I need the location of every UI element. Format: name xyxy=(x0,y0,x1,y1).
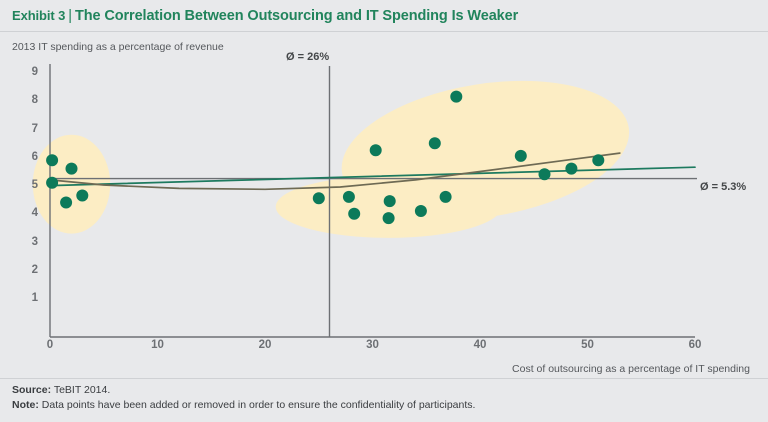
data-point[interactable] xyxy=(565,162,578,175)
y-tick-label: 7 xyxy=(31,122,38,135)
y-tick-label: 6 xyxy=(31,150,38,163)
data-point[interactable] xyxy=(414,205,427,217)
y-tick-label: 8 xyxy=(31,94,38,107)
data-point[interactable] xyxy=(46,176,59,189)
x-axis-label: Cost of outsourcing as a percentage of I… xyxy=(512,363,750,375)
y-axis-label: 2013 IT spending as a percentage of reve… xyxy=(12,41,224,53)
footer-divider xyxy=(0,378,768,379)
data-point[interactable] xyxy=(342,190,355,203)
source-line: Source: TeBIT 2014. xyxy=(12,383,475,398)
note-line: Note: Data points have been added or rem… xyxy=(12,398,475,413)
data-point[interactable] xyxy=(439,190,452,203)
y-tick-label: 9 xyxy=(31,66,38,78)
data-point[interactable] xyxy=(592,154,605,167)
title-separator: | xyxy=(68,7,72,24)
trendline-linear-trend xyxy=(49,166,696,187)
exhibit-label: Exhibit 3 xyxy=(12,7,66,23)
x-tick-label: 10 xyxy=(151,339,164,351)
x-tick-label: 40 xyxy=(473,339,487,351)
data-point[interactable] xyxy=(60,196,73,209)
x-tick-label: 0 xyxy=(46,339,54,351)
y-tick-label: 3 xyxy=(31,235,38,248)
x-tick-label: 30 xyxy=(366,339,379,351)
note-label: Note: xyxy=(12,398,39,411)
source-value: TeBIT 2014. xyxy=(53,384,111,396)
data-point[interactable] xyxy=(312,192,325,205)
x-tick-label: 20 xyxy=(258,339,272,351)
x-tick-label: 50 xyxy=(581,339,594,351)
data-point[interactable] xyxy=(450,90,463,103)
data-point[interactable] xyxy=(383,195,396,208)
y-tick-label: 1 xyxy=(31,292,38,304)
x-tick-label: 60 xyxy=(688,339,702,351)
source-label: Source: xyxy=(12,384,52,396)
header-bar: Exhibit 3 | The Correlation Between Outsou… xyxy=(0,0,768,31)
header-divider xyxy=(0,31,768,32)
page-title: Exhibit 3 | The Correlation Between Outsou… xyxy=(0,8,518,24)
data-point[interactable] xyxy=(369,144,382,157)
horizontal-mean-label: Ø = 5.3% xyxy=(700,181,747,193)
data-point[interactable] xyxy=(538,168,551,181)
title-main: The Correlation Between Outsourcing and … xyxy=(74,7,519,24)
data-point[interactable] xyxy=(65,162,78,175)
note-value: Data points have been added or removed i… xyxy=(41,398,476,411)
vertical-mean-label: Ø = 26% xyxy=(286,51,330,63)
footer-notes: Source: TeBIT 2014. Note: Data points ha… xyxy=(12,383,475,412)
data-point[interactable] xyxy=(428,137,441,150)
data-point[interactable] xyxy=(514,149,527,162)
data-point[interactable] xyxy=(76,189,89,202)
trendline-curved-trend xyxy=(49,152,621,191)
data-point[interactable] xyxy=(46,154,59,167)
data-point[interactable] xyxy=(382,212,395,225)
y-tick-label: 4 xyxy=(31,207,38,220)
y-tick-label: 2 xyxy=(31,263,38,276)
y-tick-label: 5 xyxy=(31,179,38,191)
data-point[interactable] xyxy=(348,207,361,220)
